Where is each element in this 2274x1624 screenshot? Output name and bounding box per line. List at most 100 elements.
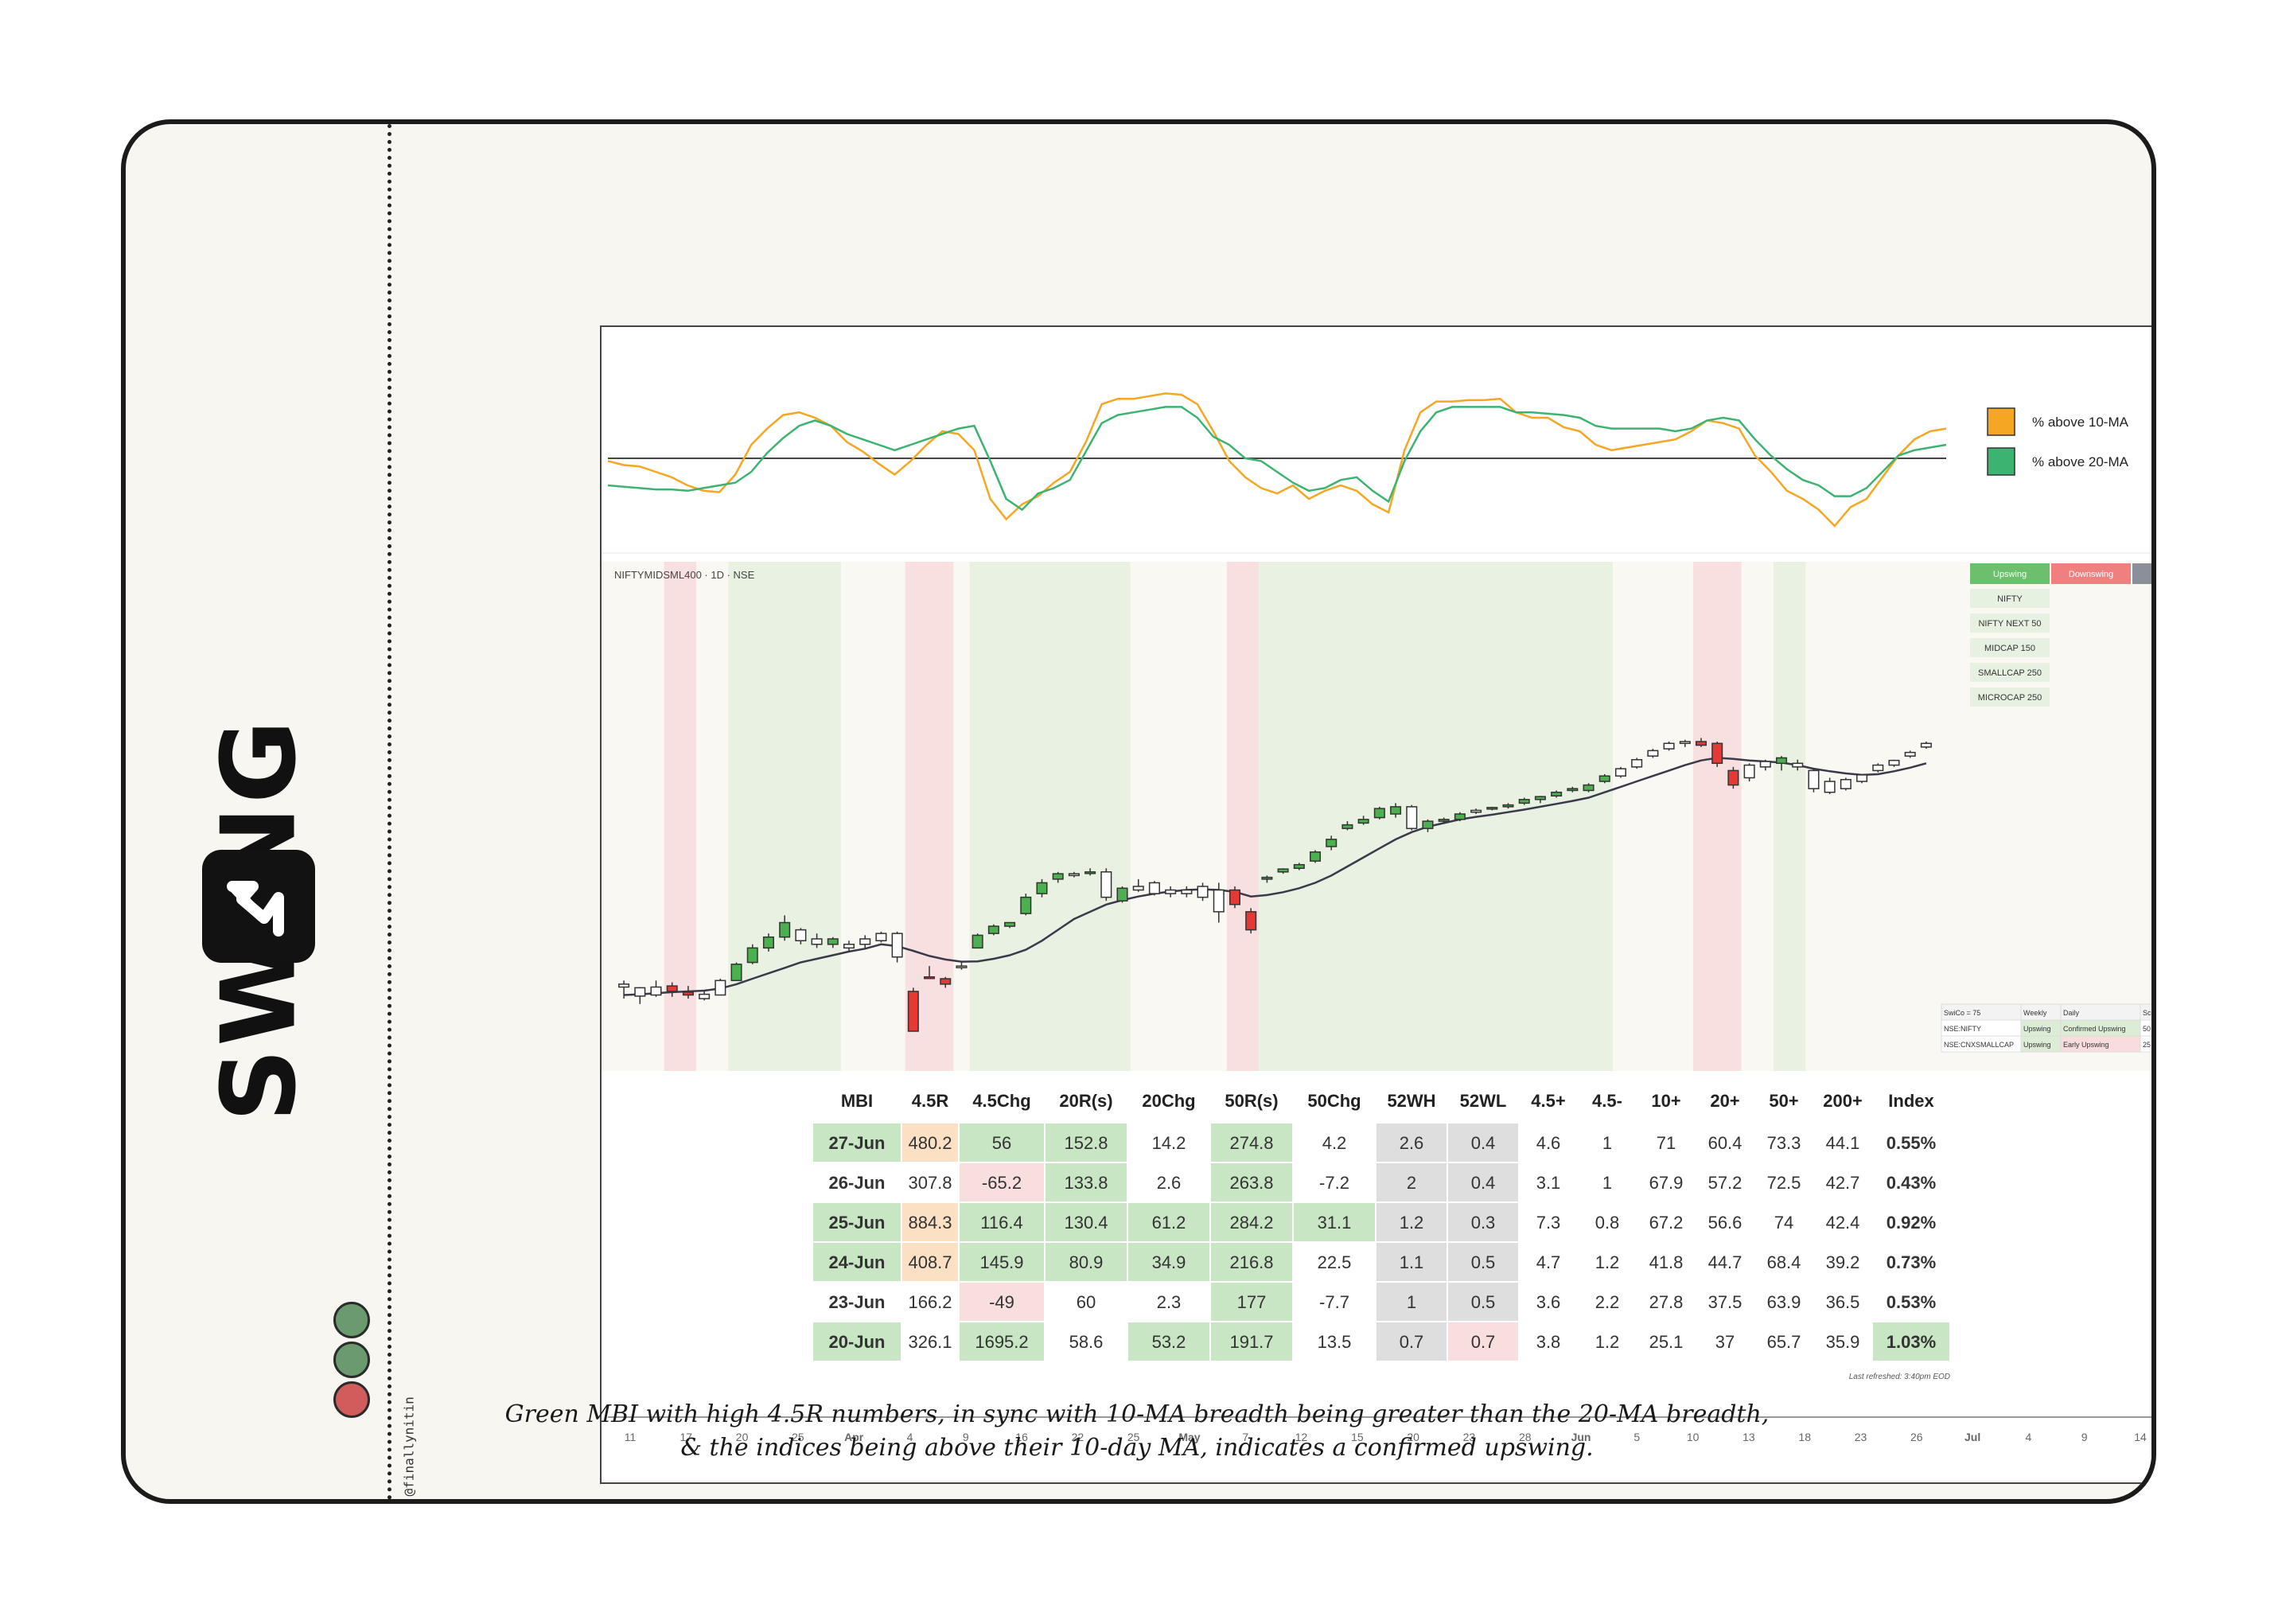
mbi-cell bbox=[1814, 1243, 1871, 1281]
mbi-cell-text: 263.8 bbox=[1229, 1173, 1273, 1193]
score-cell bbox=[2140, 1035, 2151, 1053]
mbi-cell-text: 1 bbox=[1407, 1292, 1416, 1312]
mbi-cell bbox=[1520, 1203, 1577, 1241]
mbi-cell bbox=[960, 1243, 1044, 1281]
mbi-cell bbox=[1376, 1243, 1447, 1281]
mbi-cell bbox=[1211, 1203, 1292, 1241]
x-tick-label: 10 bbox=[1687, 1431, 1700, 1443]
mbi-cell bbox=[1755, 1124, 1813, 1162]
mbi-cell-text: 2.3 bbox=[1157, 1292, 1182, 1312]
mbi-column-header: Index bbox=[1888, 1091, 1934, 1111]
legend-label: % above 20-MA bbox=[2032, 454, 2129, 469]
mbi-cell-text: 4.2 bbox=[1322, 1133, 1347, 1153]
candle-body bbox=[1808, 769, 1820, 789]
mbi-cell-text: 73.3 bbox=[1767, 1133, 1801, 1153]
candle-body bbox=[762, 936, 774, 949]
candle-body bbox=[1792, 762, 1804, 768]
mbi-cell bbox=[902, 1243, 958, 1281]
x-tick-label: 20 bbox=[736, 1431, 749, 1443]
x-tick-label: 11 bbox=[625, 1431, 637, 1443]
candle-body bbox=[1551, 791, 1563, 797]
mbi-cell-text: 65.7 bbox=[1767, 1332, 1801, 1352]
mbi-cell-text: 0.8 bbox=[1595, 1213, 1620, 1233]
mbi-cell-text: 36.5 bbox=[1826, 1292, 1860, 1312]
mbi-cell-text: 3.6 bbox=[1536, 1292, 1561, 1312]
candle-body bbox=[1100, 871, 1112, 898]
mbi-cell bbox=[1045, 1322, 1127, 1361]
mbi-cell-text: 3.1 bbox=[1536, 1173, 1561, 1193]
downswing-zone bbox=[1692, 562, 1742, 1071]
mbi-cell bbox=[1211, 1124, 1292, 1162]
candle-body bbox=[1502, 804, 1514, 808]
status-dot-green bbox=[333, 1302, 370, 1338]
legend-swatch bbox=[1987, 447, 2015, 476]
candle-body bbox=[1454, 813, 1466, 820]
mbi-cell bbox=[1376, 1163, 1447, 1201]
mbi-cell bbox=[1520, 1124, 1577, 1162]
x-tick-label: 4 bbox=[2026, 1431, 2032, 1443]
caption-line-2: & the indices being above their 10-day M… bbox=[680, 1434, 1594, 1462]
mbi-cell bbox=[1696, 1322, 1754, 1361]
mbi-cell-text: 480.2 bbox=[908, 1133, 952, 1153]
mbi-cell-text: 1695.2 bbox=[975, 1332, 1028, 1352]
mbi-column-header: 52WL bbox=[1460, 1091, 1507, 1111]
x-tick-label: 26 bbox=[1910, 1431, 1923, 1443]
mbi-cell-text: 152.8 bbox=[1064, 1133, 1108, 1153]
mbi-cell-text: 74 bbox=[1774, 1213, 1793, 1233]
mbi-cell-text: 1 bbox=[1602, 1133, 1612, 1153]
mbi-cell bbox=[1755, 1322, 1813, 1361]
swing-arrow-icon bbox=[227, 881, 284, 937]
mbi-cell-text: 67.9 bbox=[1649, 1173, 1684, 1193]
mbi-cell-text: 56 bbox=[992, 1133, 1011, 1153]
candle-body bbox=[1663, 742, 1675, 750]
mbi-cell-text: 37 bbox=[1715, 1332, 1735, 1352]
mbi-cell bbox=[1814, 1163, 1871, 1201]
mbi-cell-text: 116.4 bbox=[980, 1213, 1022, 1233]
mbi-cell-text: 0.92% bbox=[1887, 1213, 1936, 1233]
mbi-cell-text: 1.03% bbox=[1887, 1332, 1936, 1352]
candlestick-panel: NIFTYMIDSML400 · 1D · NSE Upswing Downswin… bbox=[602, 562, 2156, 1071]
candle-body bbox=[1165, 889, 1177, 894]
mbi-cell-text: 216.8 bbox=[1229, 1252, 1273, 1272]
mbi-cell bbox=[1211, 1243, 1292, 1281]
candle-body bbox=[1036, 882, 1048, 894]
x-tick-label: Jul bbox=[1964, 1431, 1980, 1443]
candle-body bbox=[1293, 863, 1305, 870]
mbi-cell-text: 23-Jun bbox=[829, 1292, 886, 1312]
mbi-cell-text: 13.5 bbox=[1318, 1332, 1352, 1352]
mbi-cell bbox=[1520, 1322, 1577, 1361]
score-cell-text: 50 bbox=[2143, 1025, 2151, 1033]
mbi-cell-text: 4.7 bbox=[1536, 1252, 1561, 1272]
candle-body bbox=[1872, 764, 1884, 772]
mbi-cell bbox=[1376, 1124, 1447, 1162]
x-tick-label: 17 bbox=[680, 1431, 693, 1443]
mbi-cell bbox=[1045, 1283, 1127, 1321]
mbi-cell-text: 884.3 bbox=[908, 1213, 952, 1233]
index-status-cell bbox=[1970, 687, 2050, 707]
candle-body bbox=[1920, 742, 1932, 748]
mbi-cell-text: 177 bbox=[1237, 1292, 1267, 1312]
candle-body bbox=[1598, 775, 1610, 782]
caption: Green MBI with high 4.5R numbers, in syn… bbox=[0, 1398, 2274, 1465]
mbi-cell bbox=[1045, 1243, 1127, 1281]
candle-body bbox=[1341, 824, 1353, 829]
mbi-cell bbox=[1755, 1243, 1813, 1281]
mbi-cell-text: 31.1 bbox=[1318, 1213, 1352, 1233]
candle-body bbox=[1310, 851, 1322, 862]
mbi-cell-text: 25-Jun bbox=[829, 1213, 886, 1233]
mbi-cell-text: 0.7 bbox=[1471, 1332, 1496, 1352]
candle-body bbox=[1727, 769, 1739, 786]
mbi-cell-text: 56.6 bbox=[1708, 1213, 1742, 1233]
candle-body bbox=[1390, 806, 1402, 815]
x-tick-label: Jun bbox=[1571, 1431, 1591, 1443]
mbi-cell-text: 37.5 bbox=[1708, 1292, 1742, 1312]
candle-body bbox=[1567, 788, 1579, 792]
mbi-cell bbox=[1294, 1124, 1375, 1162]
candle-body bbox=[1888, 759, 1900, 766]
candle-body bbox=[1583, 784, 1595, 792]
mbi-cell bbox=[1755, 1203, 1813, 1241]
mbi-cell-text: 1.2 bbox=[1595, 1332, 1620, 1352]
mbi-column-header: 4.5R bbox=[912, 1091, 949, 1111]
status-header-label: Sideways bbox=[2153, 570, 2156, 579]
index-status-cell bbox=[1970, 638, 2050, 657]
